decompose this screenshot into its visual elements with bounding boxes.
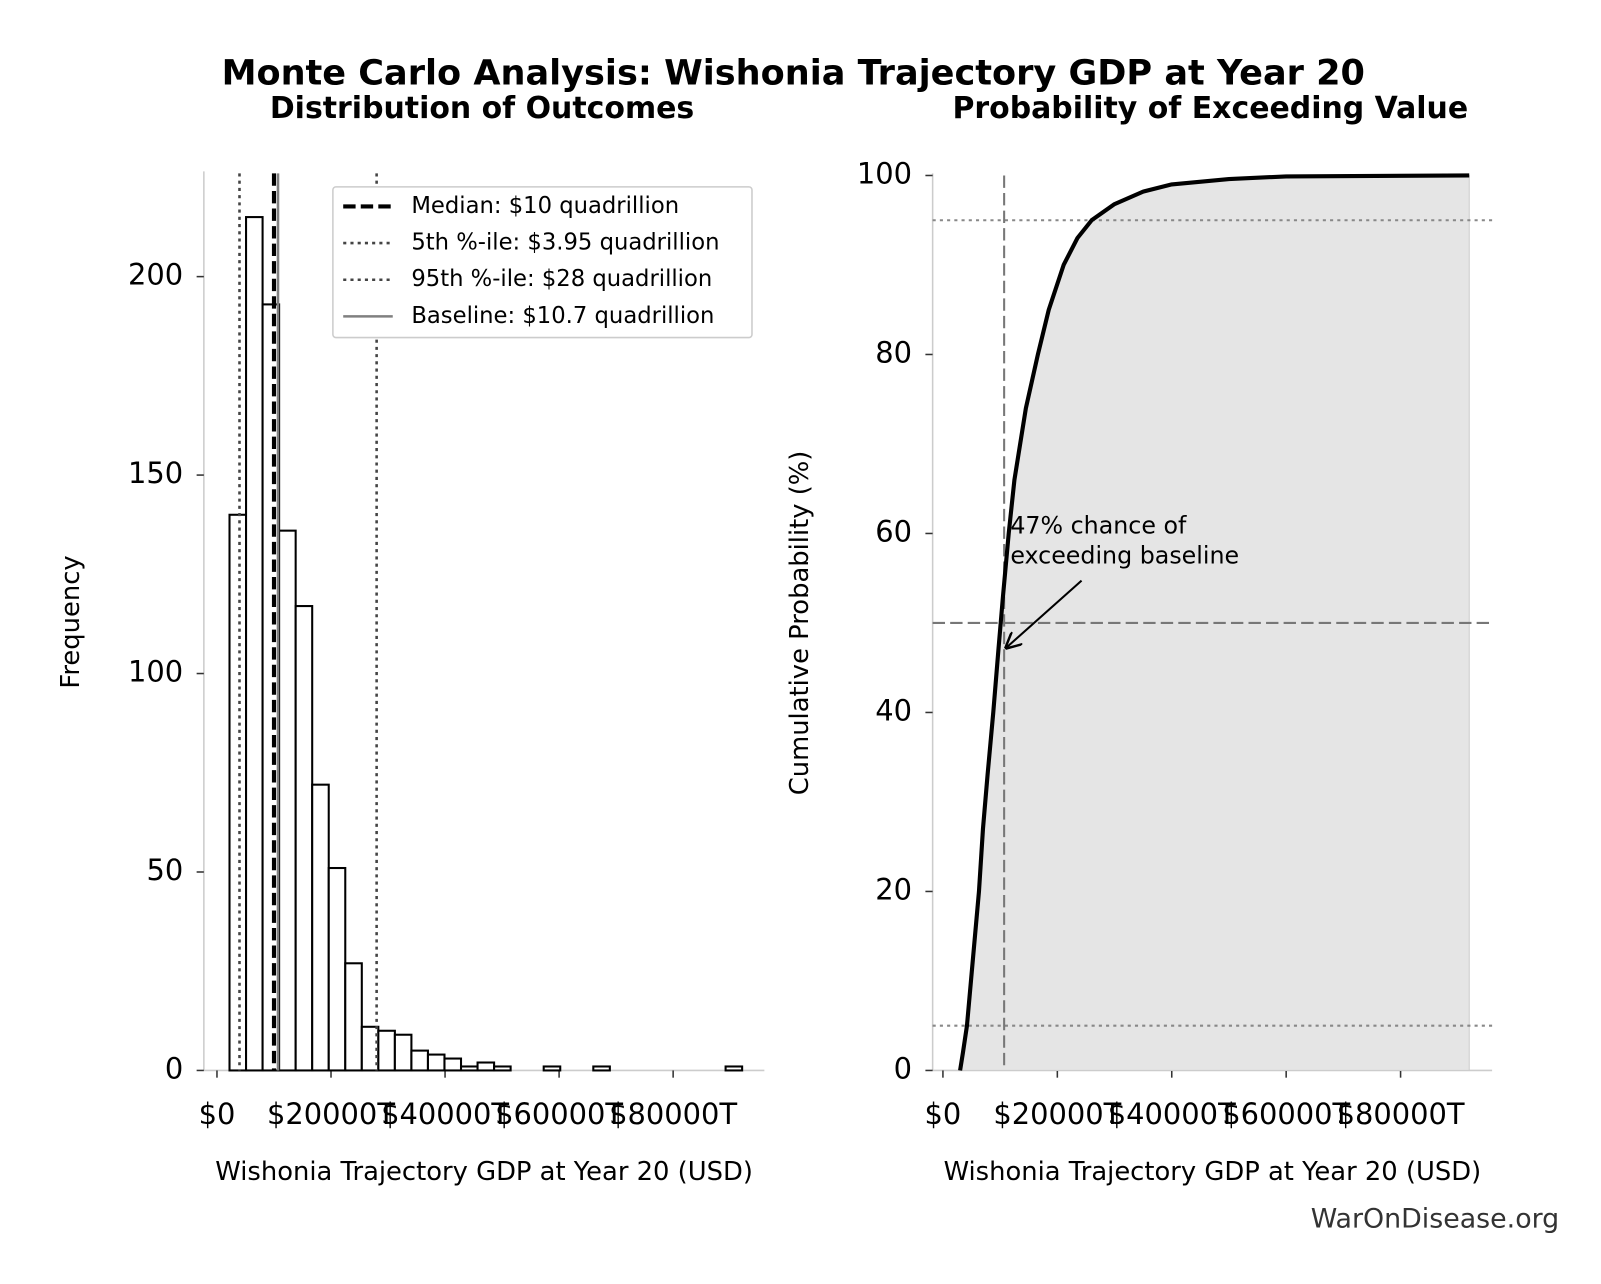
y-tick-label: 100 bbox=[857, 156, 912, 190]
y-tick-label: 100 bbox=[128, 655, 183, 689]
histogram-bar bbox=[493, 1065, 512, 1072]
x-tick-label: $60000T bbox=[495, 1097, 623, 1131]
x-axis-label: Wishonia Trajectory GDP at Year 20 (USD) bbox=[215, 1157, 753, 1187]
legend-label: Median: $10 quadrillion bbox=[411, 193, 679, 219]
histogram-bar bbox=[393, 1033, 413, 1072]
subplot-title: Distribution of Outcomes bbox=[270, 91, 694, 126]
histogram-bar bbox=[542, 1065, 562, 1072]
histogram-bar bbox=[278, 529, 297, 1072]
histogram-bar bbox=[459, 1065, 479, 1072]
histogram-bar bbox=[426, 1053, 446, 1072]
histogram-bar bbox=[443, 1057, 463, 1072]
annotation-text: 47% chance of bbox=[1010, 511, 1187, 539]
histogram-bar bbox=[344, 962, 363, 1072]
histogram-bar bbox=[592, 1065, 611, 1072]
y-tick-label: 0 bbox=[894, 1051, 912, 1085]
x-tick-label: $80000T bbox=[1337, 1097, 1465, 1131]
legend-box bbox=[332, 186, 753, 339]
x-tick-label: $40000T bbox=[1108, 1097, 1236, 1131]
x-tick-label: $40000T bbox=[381, 1097, 509, 1131]
cdf-line bbox=[958, 173, 1470, 1071]
y-axis-label: Frequency bbox=[56, 555, 86, 688]
x-axis-label: Wishonia Trajectory GDP at Year 20 (USD) bbox=[944, 1157, 1482, 1187]
histogram-bar bbox=[327, 866, 347, 1072]
y-tick-label: 20 bbox=[875, 872, 912, 906]
x-tick-label: $20000T bbox=[267, 1097, 395, 1131]
y-tick-label: 40 bbox=[875, 693, 912, 727]
watermark: WarOnDisease.org bbox=[1311, 1204, 1559, 1235]
histogram-bar bbox=[377, 1029, 396, 1072]
x-tick-label: $20000T bbox=[993, 1097, 1121, 1131]
histogram-bar bbox=[228, 513, 248, 1072]
histogram-bar bbox=[410, 1049, 429, 1072]
y-tick-label: 50 bbox=[146, 853, 183, 887]
annotation-arrow bbox=[1006, 579, 1083, 648]
figure-title: Monte Carlo Analysis: Wishonia Trajector… bbox=[222, 52, 1365, 93]
histogram-bar bbox=[724, 1065, 744, 1072]
y-tick-label: 0 bbox=[165, 1051, 183, 1085]
subplot-title: Probability of Exceeding Value bbox=[952, 91, 1468, 126]
y-tick-label: 200 bbox=[128, 258, 183, 292]
legend-label: 5th %-ile: $3.95 quadrillion bbox=[411, 230, 719, 256]
histogram-bar bbox=[311, 783, 330, 1072]
legend-label: Baseline: $10.7 quadrillion bbox=[411, 303, 714, 329]
annotation-text: exceeding baseline bbox=[1010, 541, 1239, 569]
y-tick-label: 60 bbox=[875, 514, 912, 548]
histogram-bar bbox=[294, 605, 314, 1072]
histogram-bar bbox=[245, 216, 264, 1072]
histogram-bar bbox=[476, 1061, 496, 1072]
x-tick-label: $0 bbox=[199, 1097, 236, 1131]
x-tick-label: $60000T bbox=[1222, 1097, 1350, 1131]
y-tick-label: 80 bbox=[875, 335, 912, 369]
x-tick-label: $80000T bbox=[609, 1097, 737, 1131]
y-axis-label: Cumulative Probability (%) bbox=[785, 451, 815, 796]
histogram-bar bbox=[261, 303, 281, 1072]
x-tick-label: $0 bbox=[925, 1097, 962, 1131]
legend-label: 95th %-ile: $28 quadrillion bbox=[411, 266, 712, 292]
y-tick-label: 150 bbox=[128, 456, 183, 490]
